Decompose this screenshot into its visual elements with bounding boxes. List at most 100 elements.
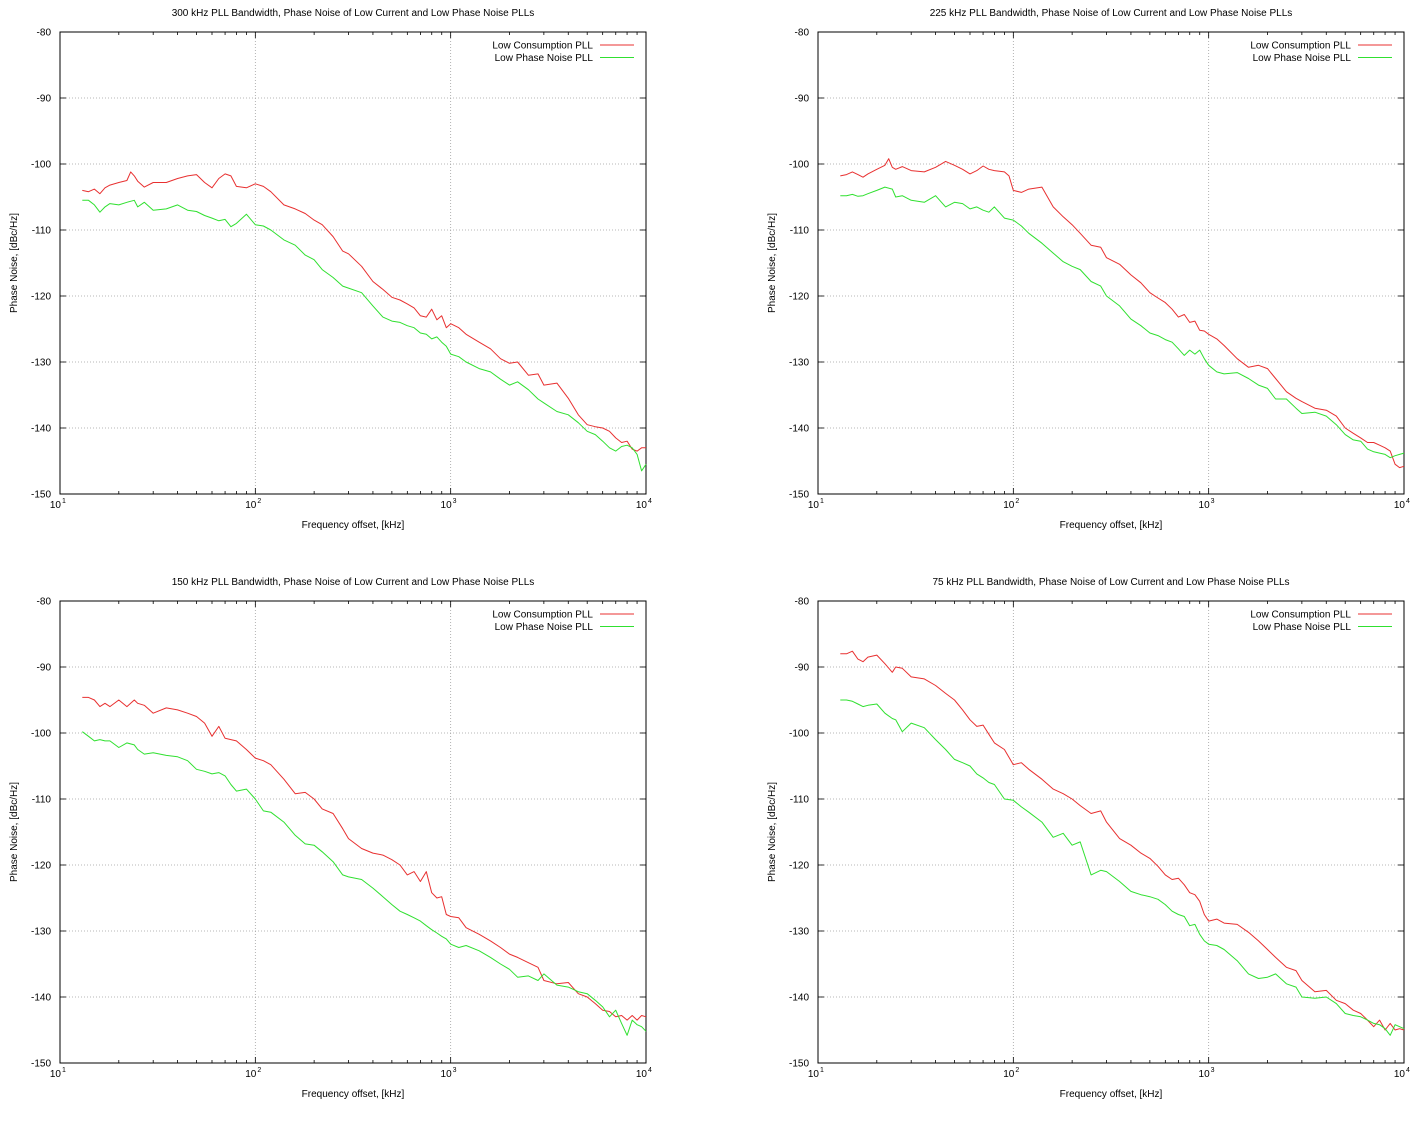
legend-label: Low Consumption PLL — [492, 41, 593, 52]
x-tick-label: 10 3 — [441, 1067, 457, 1080]
phase-noise-chart: 150 kHz PLL Bandwidth, Phase Noise of Lo… — [9, 577, 652, 1100]
x-tick-label-exponent: 4 — [648, 498, 652, 505]
grid — [818, 32, 1404, 494]
legend-label: Low Phase Noise PLL — [495, 53, 594, 64]
axis-ticks — [817, 600, 1405, 1064]
y-tick-label: -120 — [31, 861, 51, 872]
chart-title: 150 kHz PLL Bandwidth, Phase Noise of Lo… — [172, 577, 535, 588]
phase-noise-chart: 75 kHz PLL Bandwidth, Phase Noise of Low… — [767, 577, 1410, 1100]
y-tick-label: -130 — [789, 358, 809, 369]
x-tick-label-base: 10 — [1003, 500, 1015, 511]
plot-frame — [817, 31, 1405, 495]
y-tick-label: -100 — [31, 729, 51, 740]
x-tick-label-base: 10 — [1199, 500, 1211, 511]
x-tick-label-exponent: 3 — [453, 498, 457, 505]
y-axis-label: Phase Noise, [dBc/Hz] — [9, 213, 20, 313]
y-tick-label: -140 — [789, 424, 809, 435]
x-tick-label-exponent: 1 — [62, 498, 66, 505]
x-tick-label: 10 1 — [50, 498, 66, 511]
y-tick-label: -100 — [789, 729, 809, 740]
y-tick-label: -120 — [789, 292, 809, 303]
grid — [60, 32, 646, 494]
y-axis-label: Phase Noise, [dBc/Hz] — [767, 782, 778, 882]
legend-label: Low Consumption PLL — [1250, 41, 1351, 52]
y-tick-label: -110 — [32, 795, 52, 806]
y-tick-label: -110 — [790, 226, 810, 237]
x-tick-label-base: 10 — [441, 500, 453, 511]
x-tick-label-exponent: 3 — [1211, 1067, 1215, 1074]
x-tick-label-exponent: 2 — [1015, 1067, 1019, 1074]
x-tick-label-exponent: 1 — [820, 1067, 824, 1074]
x-axis-label: Frequency offset, [kHz] — [302, 520, 405, 531]
x-tick-label-base: 10 — [1199, 1069, 1211, 1080]
y-tick-label: -110 — [32, 226, 52, 237]
legend-label: Low Phase Noise PLL — [495, 622, 594, 633]
legend-label: Low Consumption PLL — [1250, 610, 1351, 621]
y-tick-label: -140 — [789, 993, 809, 1004]
x-tick-label: 10 3 — [1199, 1067, 1215, 1080]
x-tick-label-exponent: 3 — [1211, 498, 1215, 505]
y-tick-label: -140 — [31, 424, 51, 435]
grid — [60, 601, 646, 1063]
y-tick-label: -100 — [31, 160, 51, 171]
x-tick-label-exponent: 4 — [1406, 498, 1410, 505]
series-line-low-phase-noise — [840, 186, 1405, 459]
x-tick-label-exponent: 1 — [62, 1067, 66, 1074]
plot-frame — [817, 600, 1405, 1064]
x-tick-label-base: 10 — [808, 1069, 820, 1080]
x-tick-label: 10 3 — [441, 498, 457, 511]
y-tick-label: -100 — [789, 160, 809, 171]
x-tick-label: 10 1 — [50, 1067, 66, 1080]
x-tick-label-base: 10 — [808, 500, 820, 511]
chart-title: 300 kHz PLL Bandwidth, Phase Noise of Lo… — [172, 8, 535, 19]
x-tick-label-base: 10 — [441, 1069, 453, 1080]
y-tick-label: -120 — [31, 292, 51, 303]
x-tick-label: 10 2 — [1003, 498, 1019, 511]
x-tick-label: 10 3 — [1199, 498, 1215, 511]
x-tick-label-base: 10 — [245, 500, 257, 511]
axis-ticks — [59, 600, 647, 1064]
x-tick-label-base: 10 — [50, 1069, 62, 1080]
axis-ticks — [59, 31, 647, 495]
series-line-low-phase-noise — [82, 199, 647, 472]
phase-noise-chart: 225 kHz PLL Bandwidth, Phase Noise of Lo… — [767, 8, 1410, 531]
x-tick-label-base: 10 — [50, 500, 62, 511]
series-line-low-consumption — [82, 696, 647, 1021]
y-tick-label: -110 — [790, 795, 810, 806]
x-tick-label-exponent: 4 — [648, 1067, 652, 1074]
y-tick-label: -90 — [795, 663, 810, 674]
x-tick-label-base: 10 — [1394, 500, 1406, 511]
plot-frame — [59, 31, 647, 495]
legend-label: Low Phase Noise PLL — [1253, 53, 1352, 64]
x-tick-label-exponent: 1 — [820, 498, 824, 505]
y-tick-label: -120 — [789, 861, 809, 872]
x-tick-label-base: 10 — [1394, 1069, 1406, 1080]
grid — [818, 601, 1404, 1063]
legend-label: Low Phase Noise PLL — [1253, 622, 1352, 633]
x-axis-label: Frequency offset, [kHz] — [1060, 520, 1163, 531]
series-line-low-consumption — [840, 650, 1405, 1031]
y-tick-label: -150 — [789, 490, 809, 501]
y-tick-label: -80 — [37, 28, 52, 39]
x-tick-label-exponent: 4 — [1406, 1067, 1410, 1074]
x-tick-label: 10 4 — [636, 1067, 652, 1080]
x-tick-label-base: 10 — [636, 1069, 648, 1080]
y-tick-label: -130 — [31, 927, 51, 938]
x-axis-label: Frequency offset, [kHz] — [302, 1089, 405, 1100]
axis-ticks — [817, 31, 1405, 495]
y-tick-label: -90 — [37, 94, 52, 105]
y-axis-label: Phase Noise, [dBc/Hz] — [767, 213, 778, 313]
x-tick-label: 10 2 — [1003, 1067, 1019, 1080]
x-tick-label: 10 1 — [808, 1067, 824, 1080]
x-tick-label-exponent: 3 — [453, 1067, 457, 1074]
y-tick-label: -150 — [31, 490, 51, 501]
phase-noise-chart: 300 kHz PLL Bandwidth, Phase Noise of Lo… — [9, 8, 652, 531]
y-axis-label: Phase Noise, [dBc/Hz] — [9, 782, 20, 882]
x-tick-label-base: 10 — [636, 500, 648, 511]
chart-title: 75 kHz PLL Bandwidth, Phase Noise of Low… — [932, 577, 1289, 588]
x-tick-label: 10 4 — [636, 498, 652, 511]
